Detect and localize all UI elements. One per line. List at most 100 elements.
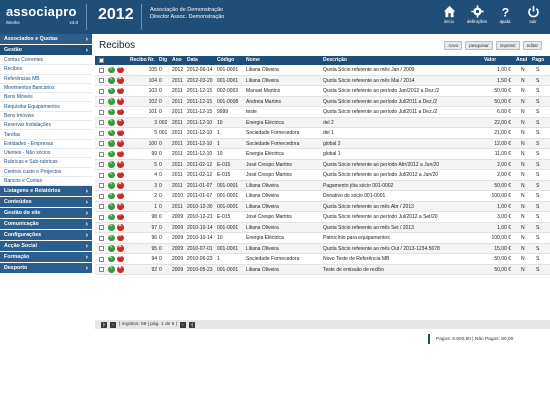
row-checkbox[interactable]: [99, 225, 104, 230]
table-row[interactable]: 30 2011 2011-01-07 001-0001 Liliana Oliveira…: [95, 180, 550, 191]
edit-button[interactable]: editar: [522, 41, 542, 50]
edit-icon[interactable]: [108, 139, 115, 147]
row-checkbox[interactable]: [99, 246, 104, 251]
row-checkbox[interactable]: [99, 88, 104, 94]
sidebar-section-desporto[interactable]: Desporto ›: [0, 263, 92, 275]
delete-icon[interactable]: [117, 97, 124, 105]
row-checkbox[interactable]: [99, 256, 104, 262]
delete-icon[interactable]: [117, 160, 124, 168]
row-checkbox[interactable]: [99, 130, 104, 136]
col-recibo[interactable]: Recibo Nr.: [130, 57, 155, 63]
delete-icon[interactable]: [117, 118, 124, 126]
row-checkbox[interactable]: [99, 162, 104, 167]
sidebar-item-movimentos-bancarios[interactable]: Movimentos Bancários: [0, 84, 92, 94]
col-ano[interactable]: Ano: [172, 57, 182, 63]
sidebar-item-rubricas[interactable]: Rubricas e Sub-rubricas: [0, 158, 92, 168]
edit-icon[interactable]: [108, 181, 115, 189]
edit-icon[interactable]: [108, 87, 115, 95]
edit-icon[interactable]: [108, 129, 115, 137]
row-checkbox[interactable]: [99, 120, 104, 125]
edit-icon[interactable]: [108, 202, 115, 210]
delete-icon[interactable]: [117, 254, 124, 263]
sidebar-item-bancos-contas[interactable]: Bancos e Contas: [0, 177, 92, 187]
logo[interactable]: associapro iWorks v4.0: [6, 4, 78, 25]
next-page-button[interactable]: ›: [179, 321, 186, 328]
prev-page-button[interactable]: ‹: [110, 321, 116, 328]
sidebar-section-conteudos[interactable]: Conteúdos ›: [0, 197, 92, 209]
col-descricao[interactable]: Descrição: [323, 57, 347, 63]
delete-icon[interactable]: [117, 223, 124, 231]
edit-icon[interactable]: [108, 76, 115, 84]
logout-button[interactable]: sair: [522, 5, 544, 24]
sidebar-item-centros-custo[interactable]: Centros custo e Projectos: [0, 168, 92, 177]
edit-icon[interactable]: [108, 213, 115, 221]
delete-icon[interactable]: [117, 107, 124, 116]
table-row[interactable]: 990 2011 2011-12-10 10 Energia Eléctrica glob…: [95, 149, 550, 160]
row-checkbox[interactable]: [99, 214, 104, 220]
row-checkbox[interactable]: [99, 67, 104, 73]
row-checkbox[interactable]: [99, 141, 104, 146]
edit-icon[interactable]: [108, 118, 115, 126]
edit-icon[interactable]: [108, 255, 115, 263]
sidebar-item-entidades[interactable]: Entidades - Empresas: [0, 140, 92, 149]
row-checkbox[interactable]: [99, 204, 104, 209]
edit-icon[interactable]: [108, 150, 115, 158]
sidebar-item-bens-imoveis[interactable]: Bens Imóveis: [0, 112, 92, 122]
edit-icon[interactable]: [108, 160, 115, 168]
select-all-checkbox[interactable]: [99, 58, 104, 63]
row-checkbox[interactable]: [99, 172, 104, 178]
search-button[interactable]: pesquisar: [465, 41, 493, 50]
delete-icon[interactable]: [117, 202, 124, 210]
delete-icon[interactable]: [117, 128, 124, 137]
sidebar-section-formacao[interactable]: Formação ›: [0, 252, 92, 264]
delete-icon[interactable]: [117, 139, 124, 147]
sidebar-item-referencias-mb[interactable]: Referências MB: [0, 75, 92, 84]
col-data[interactable]: Data: [187, 57, 198, 63]
sidebar-section-comunicacao[interactable]: Comunicação ›: [0, 219, 92, 231]
sidebar-section-associados[interactable]: Associados e Quotas ›: [0, 34, 92, 45]
col-anul[interactable]: Anul: [516, 57, 528, 63]
sidebar-item-recibos[interactable]: Recibos: [0, 65, 92, 75]
edit-icon[interactable]: [108, 265, 115, 273]
sidebar-section-gestao[interactable]: Gestão ›: [0, 45, 92, 56]
row-checkbox[interactable]: [99, 151, 104, 157]
sidebar-item-bens-moveis[interactable]: Bens Móveis: [0, 93, 92, 103]
col-nome[interactable]: Nome: [246, 57, 260, 63]
sidebar-section-configuracoes[interactable]: Configurações ›: [0, 230, 92, 242]
delete-icon[interactable]: [117, 181, 124, 189]
delete-icon[interactable]: [117, 244, 124, 252]
delete-icon[interactable]: [117, 233, 124, 242]
row-checkbox[interactable]: [99, 235, 104, 241]
sidebar-item-contas-correntes[interactable]: Contas Correntes: [0, 56, 92, 66]
row-checkbox[interactable]: [99, 99, 104, 104]
table-row[interactable]: 50 2011 2011-02-12 E-015 José Crespo Martins…: [95, 159, 550, 170]
edit-icon[interactable]: [108, 223, 115, 231]
delete-icon[interactable]: [117, 86, 124, 95]
edit-icon[interactable]: [108, 171, 115, 179]
settings-button[interactable]: definições: [466, 5, 488, 24]
sidebar-item-reservar-instalacoes[interactable]: Reservar Instalações: [0, 121, 92, 131]
sidebar-item-tarefas[interactable]: Tarefas: [0, 130, 92, 140]
delete-icon[interactable]: [117, 265, 124, 273]
delete-icon[interactable]: [117, 149, 124, 158]
print-button[interactable]: imprimir: [495, 41, 520, 50]
row-checkbox[interactable]: [99, 183, 104, 188]
home-button[interactable]: início: [438, 5, 460, 24]
row-checkbox[interactable]: [99, 193, 104, 199]
first-page-button[interactable]: |‹: [101, 321, 107, 328]
help-button[interactable]: ? ajuda: [494, 5, 516, 24]
last-page-button[interactable]: ›|: [188, 321, 195, 328]
